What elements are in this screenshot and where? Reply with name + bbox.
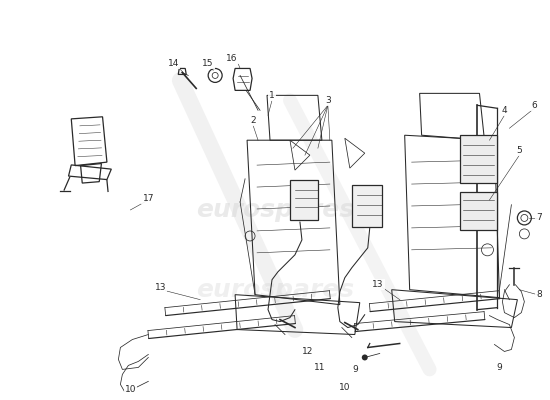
Text: 13: 13 bbox=[372, 280, 383, 289]
Text: 7: 7 bbox=[536, 214, 542, 222]
FancyBboxPatch shape bbox=[460, 135, 497, 183]
Text: 9: 9 bbox=[352, 365, 358, 374]
Text: 16: 16 bbox=[227, 54, 238, 63]
Text: 11: 11 bbox=[314, 363, 326, 372]
FancyBboxPatch shape bbox=[352, 185, 382, 227]
Text: 1: 1 bbox=[269, 91, 275, 100]
Text: eurospares: eurospares bbox=[196, 278, 354, 302]
Text: eurospares: eurospares bbox=[196, 198, 354, 222]
Text: 3: 3 bbox=[325, 96, 331, 105]
Text: 2: 2 bbox=[250, 116, 256, 125]
Text: 15: 15 bbox=[202, 59, 214, 68]
Text: 14: 14 bbox=[168, 59, 179, 68]
Text: 4: 4 bbox=[502, 106, 507, 115]
Text: 6: 6 bbox=[531, 101, 537, 110]
Text: 17: 17 bbox=[142, 194, 154, 202]
Text: 13: 13 bbox=[155, 283, 166, 292]
Text: 12: 12 bbox=[302, 347, 313, 356]
Text: 5: 5 bbox=[516, 146, 522, 155]
FancyBboxPatch shape bbox=[460, 192, 497, 230]
Circle shape bbox=[362, 354, 368, 360]
Text: 10: 10 bbox=[125, 385, 136, 394]
Text: 9: 9 bbox=[497, 363, 502, 372]
Text: 8: 8 bbox=[536, 290, 542, 299]
FancyBboxPatch shape bbox=[290, 180, 318, 220]
Text: 10: 10 bbox=[339, 383, 350, 392]
